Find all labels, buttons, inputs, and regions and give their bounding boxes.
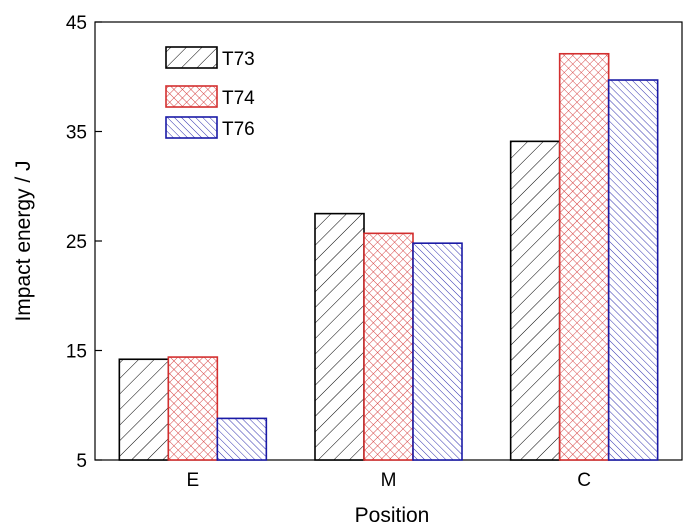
bars <box>118 52 659 461</box>
legend-swatch-T74 <box>165 85 218 108</box>
bar-T74-M <box>363 232 414 461</box>
x-tick-label: C <box>577 470 591 491</box>
y-axis-label: Impact energy / J <box>12 160 35 321</box>
bar-T73-E <box>118 358 170 461</box>
bar-T76-E <box>216 417 268 461</box>
legend: T73 T74 T76 <box>165 46 255 140</box>
bar-T73-C <box>509 140 561 461</box>
y-axis: 5 15 25 35 45 <box>66 13 102 472</box>
y-tick-label: 5 <box>76 451 87 472</box>
x-tick-label: E <box>186 470 199 491</box>
y-tick-label: 45 <box>66 13 87 34</box>
x-axis-label: Position <box>355 504 430 527</box>
legend-label-T74: T74 <box>222 88 255 109</box>
bar-T73-M <box>314 212 365 461</box>
x-tick-label: M <box>381 470 397 491</box>
y-tick-label: 35 <box>66 123 87 144</box>
legend-label-T76: T76 <box>222 119 255 140</box>
bar-T74-C <box>558 52 610 461</box>
y-tick-label: 15 <box>66 342 87 363</box>
bar-T74-E <box>167 356 219 461</box>
y-tick-label: 25 <box>66 232 87 253</box>
legend-swatch-T73 <box>165 46 218 69</box>
legend-label-T73: T73 <box>222 49 255 70</box>
bar-T76-M <box>412 242 463 461</box>
bar-T76-C <box>607 79 659 461</box>
legend-swatch-T76 <box>165 116 218 139</box>
